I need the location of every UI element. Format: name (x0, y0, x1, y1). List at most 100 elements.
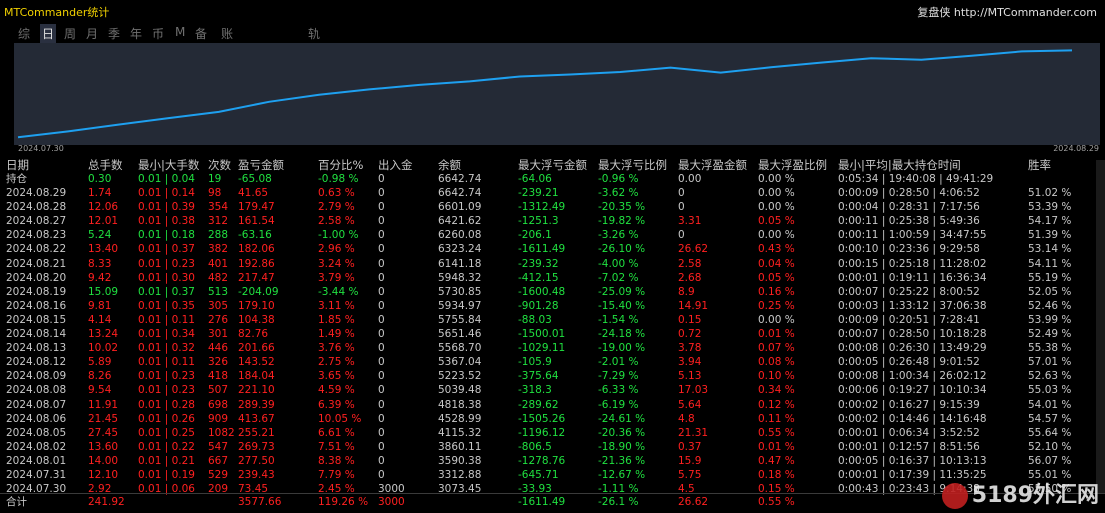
cell-col-1: 10.02 (88, 342, 119, 355)
cell-col-1: 8.26 (88, 370, 112, 383)
table-row: 2024.08.12 5.89 0.01 | 0.11 326 143.52 2.75 %… (0, 355, 1095, 369)
cell-col-11: 0.01 % (758, 440, 795, 453)
cell-col-4: -65.08 (238, 173, 272, 185)
cell-col-11: 0.10 % (758, 370, 795, 383)
cell-col-3: 301 (208, 328, 229, 340)
cell-col-12: 0:00:02 | 0:16:27 | 9:15:39 (838, 398, 980, 411)
cell-col-12: 0:00:01 | 0:17:39 | 11:35:25 (838, 469, 987, 481)
cell-col-2: 0.01 | 0.04 (138, 173, 195, 185)
cell-col-0: 2024.08.23 (6, 229, 67, 242)
cell-col-3: 698 (208, 398, 229, 411)
cell-col-3: 326 (208, 356, 229, 369)
tab-0[interactable]: 综 (18, 27, 31, 41)
cell-col-3: 482 (208, 271, 229, 284)
tab-4[interactable]: 季 (108, 27, 121, 41)
cell-col-0: 2024.07.30 (6, 483, 67, 496)
cell-col-1: 12.01 (88, 215, 119, 228)
cell-col-0: 2024.08.16 (6, 299, 67, 312)
tab-5[interactable]: 年 (130, 27, 143, 41)
cell-col-7: 5039.48 (438, 384, 482, 397)
cell-col-0: 2024.08.05 (6, 426, 67, 439)
cell-col-9: -0.96 % (598, 173, 639, 185)
cell-col-10: 最大浮盈金额 (678, 158, 747, 172)
app-title: MTCommander统计 (4, 6, 110, 19)
tab-2[interactable]: 周 (64, 27, 77, 41)
table-row: 2024.08.23 5.24 0.01 | 0.18 288 -63.16 -1.00 … (0, 228, 1095, 242)
cell-col-2: 0.01 | 0.11 (138, 313, 195, 326)
cell-col-5: -0.98 % (318, 173, 359, 185)
cell-col-11: 0.25 % (758, 299, 795, 312)
cell-col-11: 0.07 % (758, 342, 795, 355)
table-row: 2024.08.27 12.01 0.01 | 0.38 312 161.54 2.58 … (0, 214, 1095, 228)
cell-col-6: 0 (378, 370, 385, 383)
cell-col-11: 0.00 % (758, 173, 795, 185)
cell-col-12: 0:00:10 | 0:23:36 | 9:29:58 (838, 243, 980, 256)
cell-col-9: -25.09 % (598, 285, 646, 298)
table-row: 2024.07.30 2.92 0.01 | 0.06 209 73.45 2.45 % 3… (0, 482, 1095, 496)
cell-col-10: 26.62 (678, 496, 709, 508)
cell-col-3: 288 (208, 229, 229, 242)
cell-col-9: -19.82 % (598, 215, 646, 228)
cell-col-7: 3312.88 (438, 469, 482, 481)
cell-col-9: -15.40 % (598, 299, 646, 312)
cell-col-8: -1611.49 (518, 243, 566, 256)
cell-col-0: 2024.08.09 (6, 370, 67, 383)
cell-col-12: 0:00:05 | 0:26:48 | 9:01:52 (838, 356, 980, 369)
cell-col-12: 0:00:06 | 0:19:27 | 10:10:34 (838, 384, 987, 397)
cell-col-10: 26.62 (678, 243, 709, 256)
cell-col-11: 0.55 % (758, 426, 795, 439)
table-row: 2024.08.13 10.02 0.01 | 0.32 446 201.66 3.76 … (0, 341, 1095, 355)
cell-col-3: 1082 (208, 426, 235, 439)
cell-col-6: 0 (378, 285, 385, 298)
table-header: 日期 总手数 最小|大手数 次数 盈亏金额 百分比% 出入金 余额 最大浮亏金额 最大浮亏比例 最大… (0, 158, 1095, 172)
tab-7[interactable]: M (175, 25, 186, 39)
watermark-logo-icon (941, 483, 968, 509)
cell-col-3: 909 (208, 412, 229, 425)
cell-col-1: 8.33 (88, 257, 112, 270)
cell-col-4: 192.86 (238, 257, 275, 270)
table-row: 2024.08.07 11.91 0.01 | 0.28 698 289.39 6.39 … (0, 398, 1095, 412)
cell-col-2: 0.01 | 0.34 (138, 328, 195, 340)
tab-8[interactable]: 备 (195, 27, 208, 41)
tab-6[interactable]: 币 (152, 27, 165, 41)
x-axis-start-label: 2024.07.30 (18, 144, 64, 153)
cell-col-13: 55.38 % (1028, 342, 1072, 355)
table-row: 2024.08.02 13.60 0.01 | 0.22 547 269.73 7.51 … (0, 440, 1095, 454)
tab-1[interactable]: 日 (40, 24, 57, 43)
cell-col-6: 0 (378, 454, 385, 467)
cell-col-6: 3000 (378, 483, 405, 496)
cell-col-5: 2.96 % (318, 243, 355, 256)
cell-col-2: 0.01 | 0.32 (138, 342, 195, 355)
cell-col-3: 354 (208, 201, 229, 214)
cell-col-12: 0:00:04 | 0:28:31 | 7:17:56 (838, 201, 980, 214)
cell-col-0: 2024.08.02 (6, 440, 67, 453)
cell-col-0: 2024.08.14 (6, 328, 67, 340)
cell-col-3: 547 (208, 440, 229, 453)
vertical-scrollbar[interactable] (1096, 160, 1105, 493)
cell-col-0: 2024.08.27 (6, 215, 67, 228)
cell-col-2: 0.01 | 0.22 (138, 440, 195, 453)
cell-col-4: 104.38 (238, 313, 275, 326)
cell-col-1: 21.45 (88, 412, 119, 425)
cell-col-1: 11.91 (88, 398, 119, 411)
cell-col-7: 5367.04 (438, 356, 482, 369)
cell-col-0: 2024.08.08 (6, 384, 67, 397)
cell-col-3: 382 (208, 243, 229, 256)
cell-col-5: 8.38 % (318, 454, 355, 467)
site-link[interactable]: 复盘侠 http://MTCommander.com (917, 6, 1097, 19)
equity-line (17, 49, 1073, 139)
cell-col-0: 2024.08.12 (6, 356, 67, 369)
cell-col-6: 0 (378, 342, 385, 355)
cell-col-5: 10.05 % (318, 412, 362, 425)
cell-col-9: -26.1 % (598, 496, 639, 508)
tab-3[interactable]: 月 (86, 27, 99, 41)
cell-col-10: 5.64 (678, 398, 702, 411)
cell-col-0: 2024.08.21 (6, 257, 67, 270)
cell-col-5: 6.39 % (318, 398, 355, 411)
cell-col-0: 持仓 (6, 173, 27, 185)
cell-col-7: 6642.74 (438, 187, 482, 199)
cell-col-3: 19 (208, 173, 222, 185)
cell-col-7: 5948.32 (438, 271, 482, 284)
cell-col-9: -20.35 % (598, 201, 646, 214)
cell-col-0: 2024.08.06 (6, 412, 67, 425)
